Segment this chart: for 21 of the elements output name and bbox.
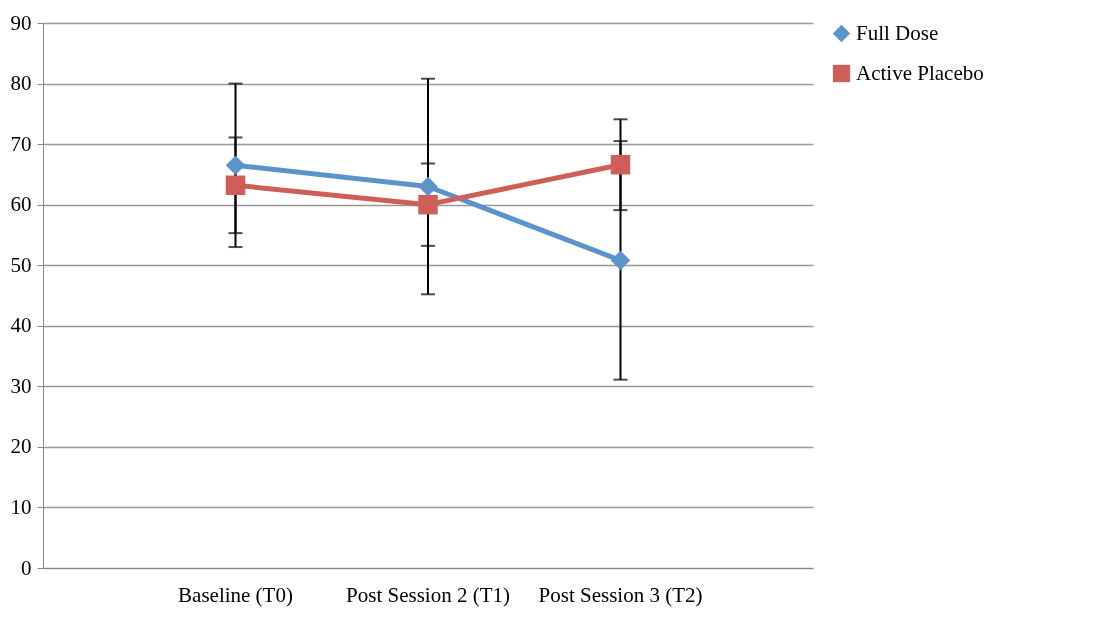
y-tick-label: 60 <box>10 192 32 217</box>
y-tick-label: 20 <box>10 434 32 459</box>
y-tick-label: 10 <box>10 494 32 519</box>
point <box>418 176 438 197</box>
point <box>418 194 438 215</box>
x-tick-label: Baseline (T0) <box>178 582 293 607</box>
x-tick-label: Post Session 3 (T2) <box>538 582 703 607</box>
point <box>610 250 631 271</box>
point <box>225 175 246 196</box>
x-tick-label: Post Session 2 (T1) <box>346 582 510 607</box>
legend-label: Active Placebo <box>856 60 984 85</box>
y-tick-label: 80 <box>10 71 32 96</box>
y-tick-label: 50 <box>10 252 32 277</box>
legend-label: Full Dose <box>856 20 939 45</box>
y-tick-label: 0 <box>21 555 32 580</box>
y-tick-label: 40 <box>10 313 32 338</box>
y-tick-label: 90 <box>10 10 32 35</box>
y-tick-label: 30 <box>10 373 32 398</box>
point <box>225 155 246 176</box>
point <box>610 154 631 175</box>
y-tick-label: 70 <box>10 131 32 156</box>
